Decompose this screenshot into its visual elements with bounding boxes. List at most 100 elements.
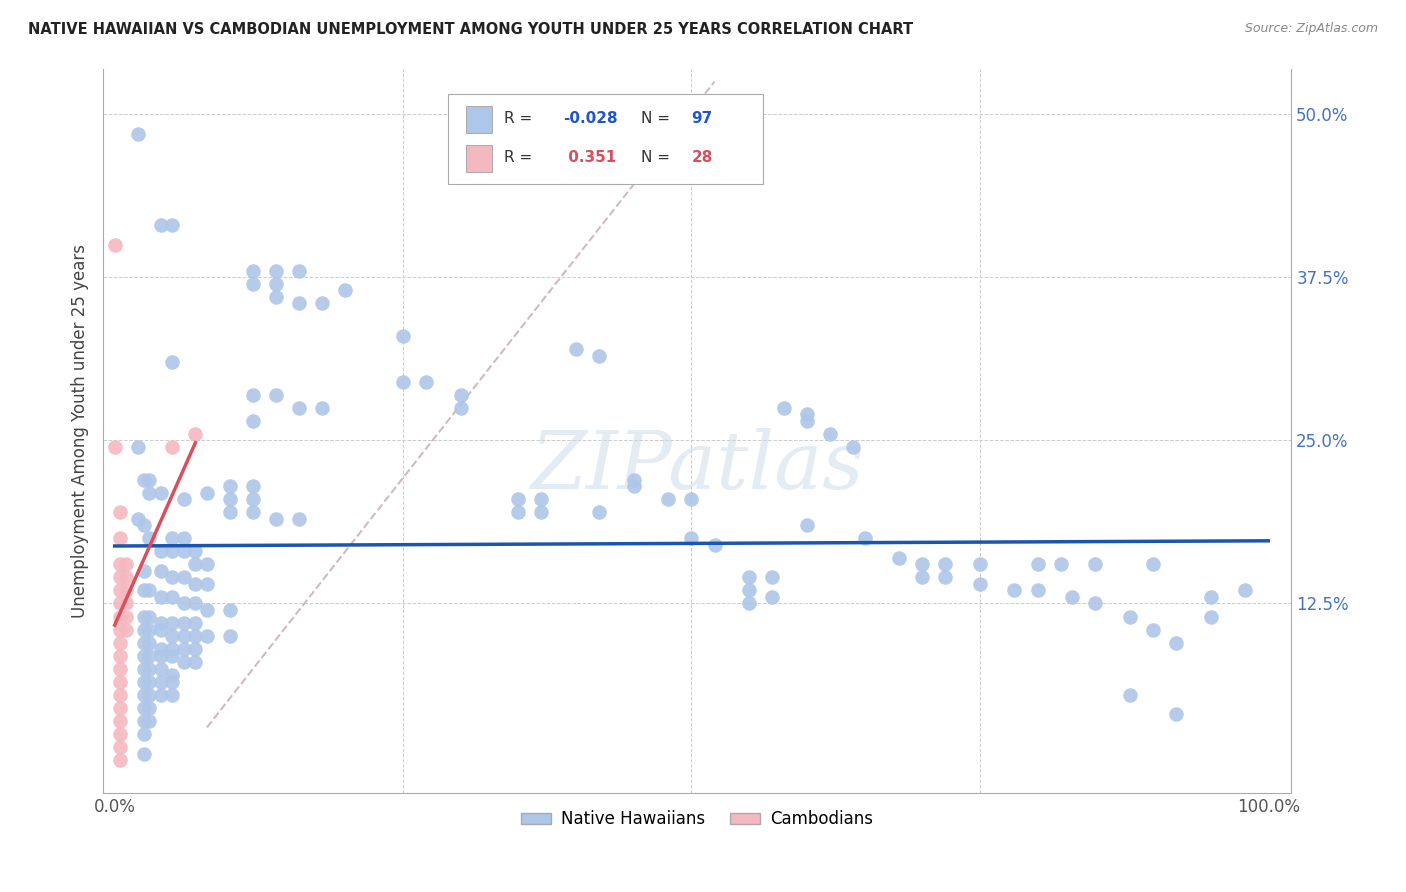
Point (796, 407, 818, 421)
Point (219, 492, 242, 507)
Point (887, 550, 910, 565)
Point (1199, 590, 1222, 604)
Point (149, 674, 172, 689)
Point (110, 714, 132, 728)
Point (934, 570, 956, 584)
Point (132, 635, 155, 649)
Point (132, 623, 155, 637)
Point (818, 426, 841, 441)
Point (138, 473, 160, 487)
Text: ZIPatlas: ZIPatlas (530, 428, 863, 506)
Point (110, 688, 132, 702)
Point (335, 283, 357, 297)
Point (242, 387, 264, 401)
Point (1119, 688, 1142, 702)
Point (1084, 558, 1107, 572)
Point (703, 538, 725, 552)
Point (288, 401, 311, 415)
Point (110, 739, 132, 754)
Point (1084, 597, 1107, 611)
Point (450, 401, 472, 415)
Point (132, 662, 155, 676)
Point (969, 577, 991, 591)
Point (242, 277, 264, 291)
Point (115, 597, 138, 611)
Text: 28: 28 (692, 150, 713, 165)
Point (149, 485, 172, 500)
Point (149, 662, 172, 676)
Point (104, 237, 127, 252)
Point (110, 597, 132, 611)
Point (138, 485, 160, 500)
Point (184, 642, 207, 657)
Point (115, 623, 138, 637)
Point (1142, 558, 1164, 572)
Point (242, 492, 264, 507)
Point (162, 642, 184, 657)
Point (184, 544, 207, 558)
Point (110, 609, 132, 624)
Point (184, 597, 207, 611)
Point (132, 583, 155, 598)
Point (219, 479, 242, 493)
Point (110, 531, 132, 545)
Point (110, 753, 132, 767)
Point (530, 505, 553, 519)
Point (162, 648, 184, 663)
Point (149, 218, 172, 232)
Point (508, 492, 530, 507)
Point (149, 615, 172, 630)
Point (588, 505, 610, 519)
Point (565, 342, 588, 356)
Point (195, 629, 218, 643)
Point (138, 635, 160, 649)
Point (738, 597, 761, 611)
Point (132, 564, 155, 578)
Text: 97: 97 (692, 111, 713, 126)
Point (219, 603, 242, 617)
Point (508, 505, 530, 519)
Point (138, 674, 160, 689)
Point (311, 296, 333, 310)
Point (132, 648, 155, 663)
Point (132, 473, 155, 487)
Point (195, 485, 218, 500)
Point (149, 564, 172, 578)
Point (162, 590, 184, 604)
Point (173, 492, 195, 507)
Point (450, 387, 472, 401)
Point (162, 674, 184, 689)
Point (138, 688, 160, 702)
Point (149, 544, 172, 558)
Legend: Native Hawaiians, Cambodians: Native Hawaiians, Cambodians (515, 804, 880, 835)
Point (138, 609, 160, 624)
Text: R =: R = (503, 111, 531, 126)
Point (264, 290, 287, 304)
Point (1026, 583, 1049, 598)
Point (911, 570, 934, 584)
Point (911, 558, 934, 572)
Point (162, 531, 184, 545)
Point (132, 714, 155, 728)
Point (132, 609, 155, 624)
Point (138, 714, 160, 728)
Point (264, 511, 287, 525)
Point (132, 518, 155, 533)
Point (761, 570, 783, 584)
Point (311, 401, 333, 415)
Point (115, 570, 138, 584)
Point (761, 590, 783, 604)
Point (681, 492, 703, 507)
Point (110, 558, 132, 572)
Text: N =: N = (641, 150, 671, 165)
Point (853, 531, 876, 545)
Point (623, 479, 645, 493)
Point (242, 264, 264, 278)
Point (288, 296, 311, 310)
Point (132, 701, 155, 715)
Point (132, 688, 155, 702)
Point (132, 727, 155, 741)
Point (623, 473, 645, 487)
Point (162, 440, 184, 454)
Point (184, 577, 207, 591)
